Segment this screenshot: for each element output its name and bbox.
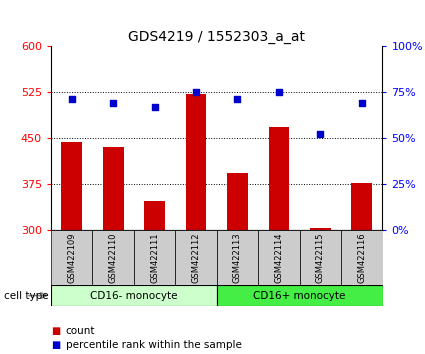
Point <box>275 89 282 95</box>
Bar <box>51 230 92 285</box>
Bar <box>103 147 124 230</box>
Bar <box>341 230 382 285</box>
Point <box>317 132 324 137</box>
Bar <box>351 183 372 230</box>
Text: GSM422110: GSM422110 <box>109 233 118 283</box>
Point <box>234 97 241 102</box>
Point <box>358 100 365 106</box>
Bar <box>134 230 175 285</box>
Point <box>151 104 158 110</box>
Bar <box>144 201 165 230</box>
Text: GSM422112: GSM422112 <box>192 233 201 283</box>
Bar <box>175 230 217 285</box>
Bar <box>300 230 341 285</box>
Bar <box>186 95 207 230</box>
Bar <box>269 127 289 230</box>
Text: percentile rank within the sample: percentile rank within the sample <box>66 340 242 350</box>
Text: GSM422113: GSM422113 <box>233 233 242 284</box>
Text: cell type: cell type <box>4 291 49 301</box>
Point <box>110 100 116 106</box>
Bar <box>217 230 258 285</box>
Text: GSM422115: GSM422115 <box>316 233 325 283</box>
Point <box>68 97 75 102</box>
Bar <box>51 285 217 306</box>
Bar <box>258 230 300 285</box>
Text: ■: ■ <box>51 326 60 336</box>
Title: GDS4219 / 1552303_a_at: GDS4219 / 1552303_a_at <box>128 30 305 44</box>
Bar <box>61 142 82 230</box>
Bar <box>92 230 134 285</box>
Text: GSM422114: GSM422114 <box>275 233 283 283</box>
Bar <box>227 173 248 230</box>
Text: GSM422111: GSM422111 <box>150 233 159 283</box>
Text: GSM422109: GSM422109 <box>67 233 76 283</box>
Text: GSM422116: GSM422116 <box>357 233 366 284</box>
Text: CD16+ monocyte: CD16+ monocyte <box>253 291 346 301</box>
Text: count: count <box>66 326 95 336</box>
Text: ■: ■ <box>51 340 60 350</box>
Bar <box>310 228 331 230</box>
Text: CD16- monocyte: CD16- monocyte <box>90 291 178 301</box>
Bar <box>217 285 382 306</box>
Point <box>193 89 199 95</box>
